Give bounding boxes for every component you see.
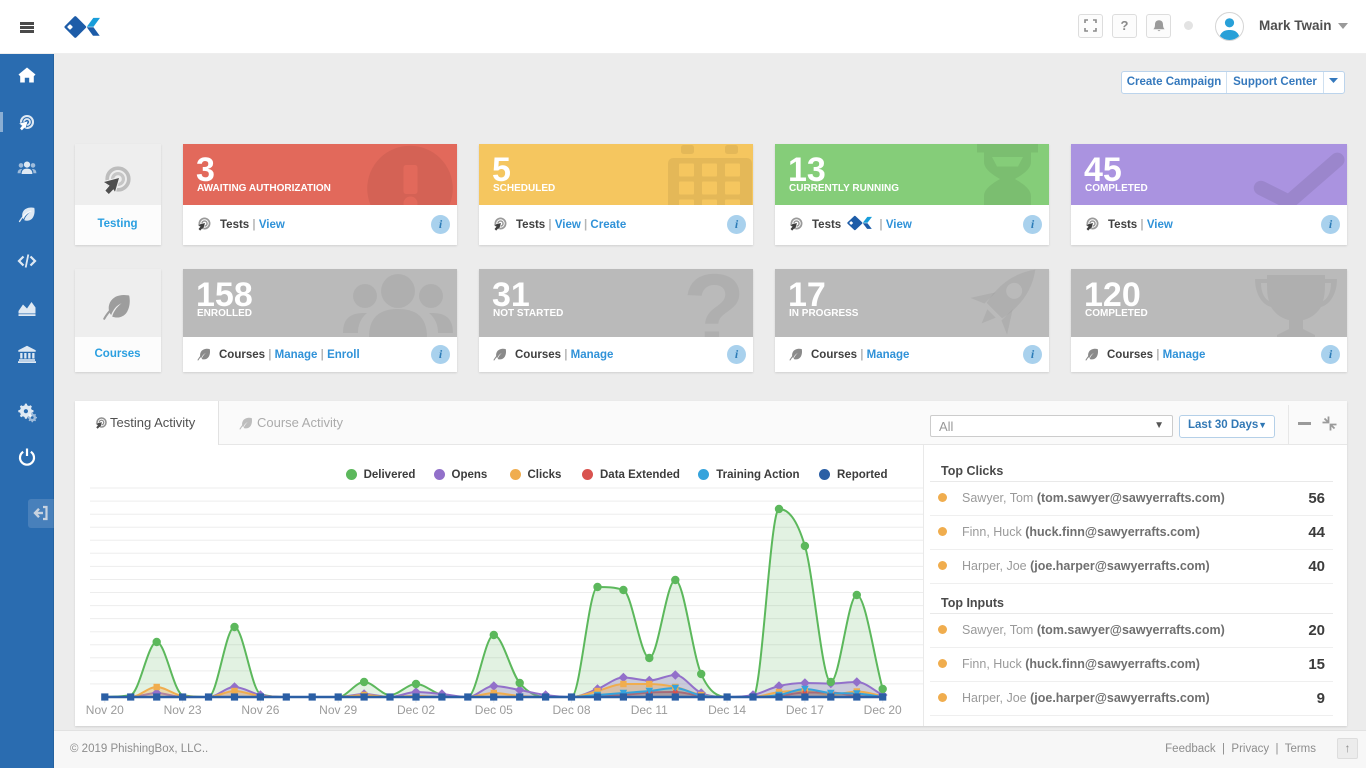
svg-text:Dec 02: Dec 02 — [397, 703, 435, 717]
svg-text:?: ? — [683, 269, 745, 337]
svg-text:Dec 14: Dec 14 — [708, 703, 746, 717]
svg-text:Nov 29: Nov 29 — [319, 703, 357, 717]
svg-text:Dec 17: Dec 17 — [786, 703, 824, 717]
svg-text:Dec 11: Dec 11 — [631, 703, 668, 717]
svg-text:Dec 08: Dec 08 — [552, 703, 590, 717]
svg-text:Nov 20: Nov 20 — [86, 703, 124, 717]
svg-text:Dec 05: Dec 05 — [475, 703, 513, 717]
svg-text:Dec 20: Dec 20 — [864, 703, 902, 717]
svg-text:Nov 26: Nov 26 — [241, 703, 279, 717]
svg-text:Nov 23: Nov 23 — [164, 703, 202, 717]
